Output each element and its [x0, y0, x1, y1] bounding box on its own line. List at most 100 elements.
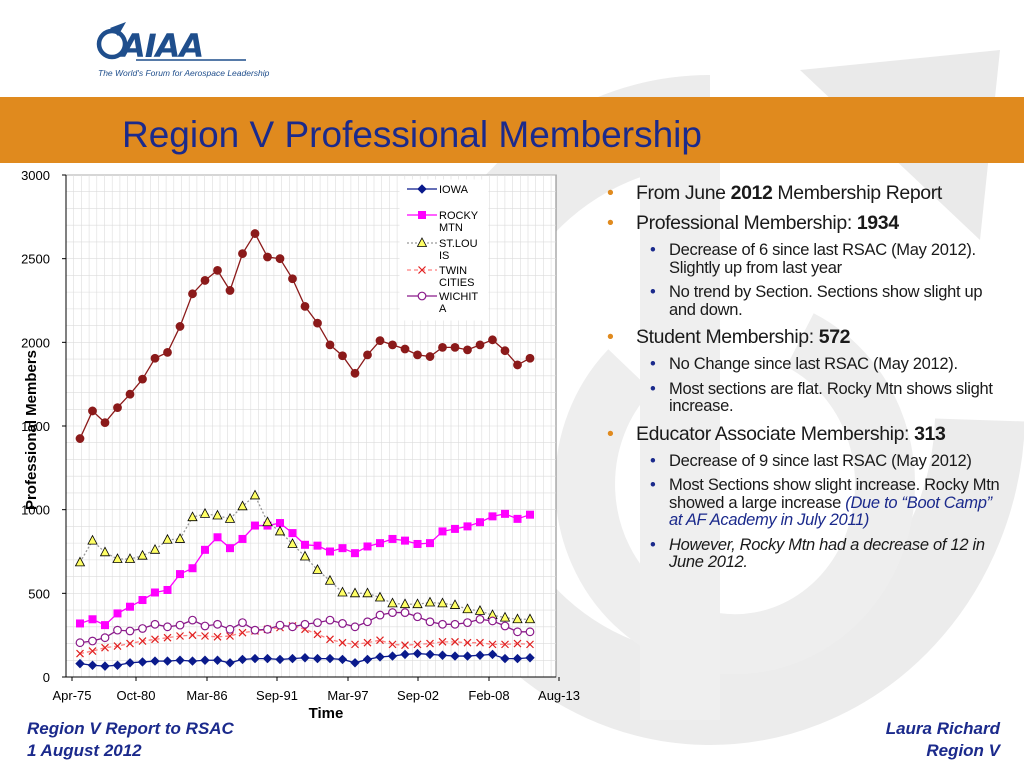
data-point-iowa	[125, 658, 135, 668]
data-point-wichita	[338, 619, 347, 628]
slide-title: Region V Professional Membership	[122, 114, 702, 155]
data-point-iowa	[387, 651, 398, 661]
data-point-twin-cities	[363, 638, 372, 647]
data-point-st-louis	[262, 516, 273, 527]
data-point-st-louis	[249, 489, 261, 500]
data-point-wichita	[363, 617, 372, 627]
data-point-rocky-mtn	[438, 527, 447, 536]
data-point-twin-cities	[151, 635, 159, 644]
data-point-iowa	[87, 660, 98, 670]
data-point-rocky-mtn	[413, 539, 422, 548]
data-point-iowa	[475, 650, 485, 660]
total-point	[150, 353, 160, 363]
data-point-st-louis	[362, 587, 373, 598]
data-point-st-louis	[287, 538, 298, 548]
data-point-wichita	[400, 608, 410, 617]
data-point-twin-cities	[401, 641, 409, 650]
data-point-rocky-mtn	[76, 619, 84, 628]
data-point-iowa	[287, 653, 298, 664]
data-point-twin-cities	[138, 637, 147, 645]
data-point-iowa	[400, 649, 410, 660]
data-point-st-louis	[524, 613, 536, 624]
footer-report-title: Region V Report to RSAC	[27, 719, 234, 738]
data-point-wichita	[213, 619, 222, 629]
data-point-iowa	[175, 655, 185, 665]
data-point-wichita	[75, 638, 85, 648]
x-tick-label: Mar-86	[186, 688, 227, 703]
total-point	[200, 276, 210, 285]
data-point-rocky-mtn	[113, 609, 122, 618]
data-point-iowa	[237, 654, 248, 665]
data-point-rocky-mtn	[226, 544, 234, 553]
data-point-twin-cities	[413, 640, 422, 649]
data-point-rocky-mtn	[101, 621, 109, 630]
data-point-st-louis	[449, 599, 461, 609]
data-point-wichita	[300, 619, 310, 629]
data-point-rocky-mtn	[276, 519, 284, 528]
data-point-st-louis	[499, 611, 511, 622]
data-point-st-louis	[187, 511, 198, 522]
y-tick-label: 500	[28, 586, 50, 601]
data-point-wichita	[138, 624, 147, 633]
data-point-iowa	[500, 653, 510, 664]
data-point-st-louis	[237, 500, 248, 511]
total-point	[288, 274, 297, 284]
data-point-wichita	[438, 619, 447, 629]
total-point	[175, 322, 185, 331]
data-point-iowa	[162, 656, 173, 666]
data-point-st-louis	[224, 513, 236, 523]
data-point-iowa	[225, 658, 235, 668]
data-point-wichita	[513, 627, 522, 637]
total-point	[75, 434, 85, 443]
bullet-text: Decrease of 9 since last RSAC (May 2012)	[669, 451, 972, 470]
total-point	[163, 347, 172, 357]
data-point-twin-cities	[76, 649, 84, 658]
data-point-iowa	[75, 658, 85, 669]
legend-label-twin-cities: TWIN CITIES	[439, 265, 474, 289]
data-point-twin-cities	[113, 642, 122, 650]
data-point-twin-cities	[88, 647, 97, 655]
data-point-rocky-mtn	[351, 549, 359, 558]
data-point-st-louis	[374, 591, 386, 602]
y-axis-title: Professional Members	[23, 350, 40, 510]
data-point-wichita	[188, 615, 197, 625]
data-point-twin-cities	[163, 633, 172, 642]
data-point-wichita	[150, 619, 160, 629]
bullet-item: From June 2012 Membership Report	[598, 182, 1008, 204]
total-point	[300, 301, 310, 311]
logo-tagline: The World's Forum for Aerospace Leadersh…	[98, 68, 270, 78]
data-point-iowa	[212, 655, 223, 665]
total-point	[525, 353, 535, 363]
data-point-iowa	[187, 656, 198, 666]
bullet-text: 572	[818, 326, 851, 348]
data-point-wichita	[313, 618, 322, 628]
y-tick-label: 3000	[21, 168, 50, 183]
data-point-iowa	[412, 648, 423, 659]
data-point-wichita	[225, 624, 235, 634]
legend-label-iowa: IOWA	[439, 184, 469, 196]
x-tick-label: Mar-97	[327, 688, 368, 703]
x-tick-label: Aug-13	[538, 688, 580, 703]
data-point-rocky-mtn	[463, 522, 472, 531]
footer-region: Region V	[926, 741, 1000, 760]
data-point-wichita	[450, 619, 460, 629]
data-point-st-louis	[312, 564, 323, 574]
data-point-twin-cities	[351, 640, 359, 649]
data-point-wichita	[475, 614, 485, 624]
data-point-st-louis	[149, 543, 161, 554]
legend-marker-rocky-mtn	[418, 211, 426, 219]
total-point	[138, 374, 147, 384]
total-point	[213, 265, 222, 275]
sub-bullet-item: Most sections are flat. Rocky Mtn shows …	[598, 380, 1008, 416]
data-point-rocky-mtn	[476, 518, 484, 527]
data-point-twin-cities	[126, 639, 134, 648]
y-tick-label: 1500	[21, 419, 50, 434]
bullet-text: No trend by Section. Sections show sligh…	[669, 283, 983, 319]
total-point	[88, 406, 97, 416]
sub-bullet-item: No trend by Section. Sections show sligh…	[598, 283, 1008, 319]
data-point-twin-cities	[188, 631, 197, 640]
data-point-twin-cities	[226, 632, 234, 640]
sub-bullet-item: No Change since last RSAC (May 2012).	[598, 355, 1008, 374]
data-point-iowa	[512, 653, 523, 664]
data-point-iowa	[275, 654, 285, 665]
